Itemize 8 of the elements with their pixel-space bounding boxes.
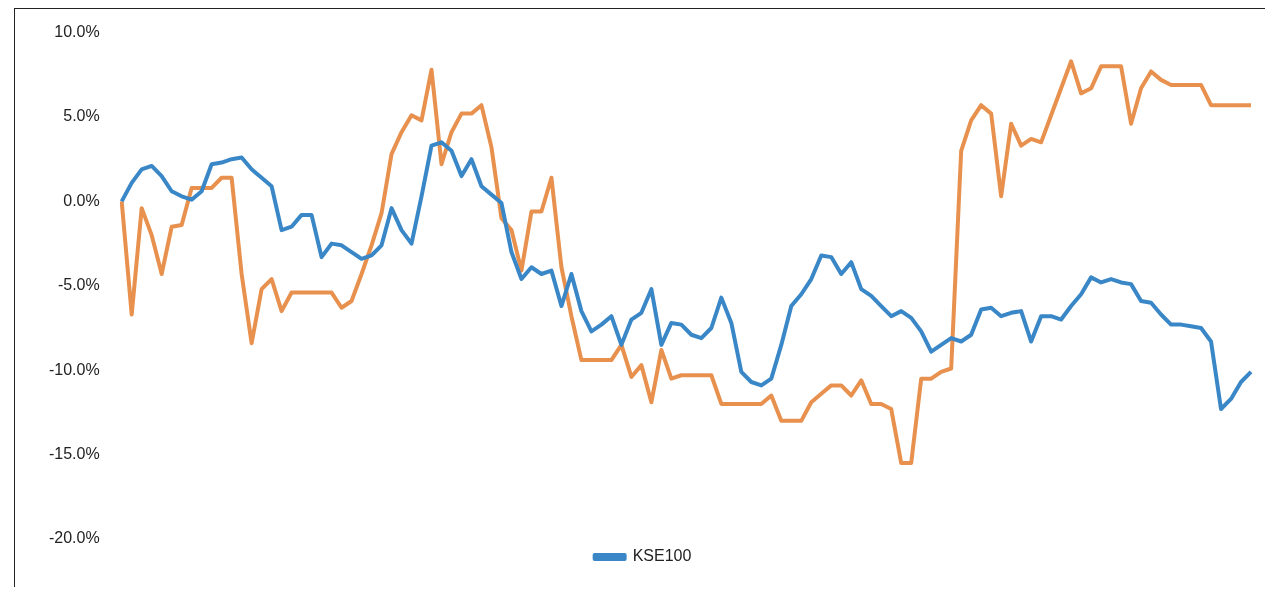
y-tick-label: 5.0% bbox=[63, 107, 100, 125]
y-tick-label: -20.0% bbox=[48, 529, 100, 547]
y-tick-label: -15.0% bbox=[48, 445, 100, 463]
y-tick-label: 10.0% bbox=[54, 23, 100, 41]
y-tick-label: -10.0% bbox=[48, 360, 100, 378]
legend-label: KSE100 bbox=[632, 547, 692, 565]
y-tick-label: -5.0% bbox=[57, 276, 100, 294]
y-tick-label: 0.0% bbox=[63, 191, 100, 209]
